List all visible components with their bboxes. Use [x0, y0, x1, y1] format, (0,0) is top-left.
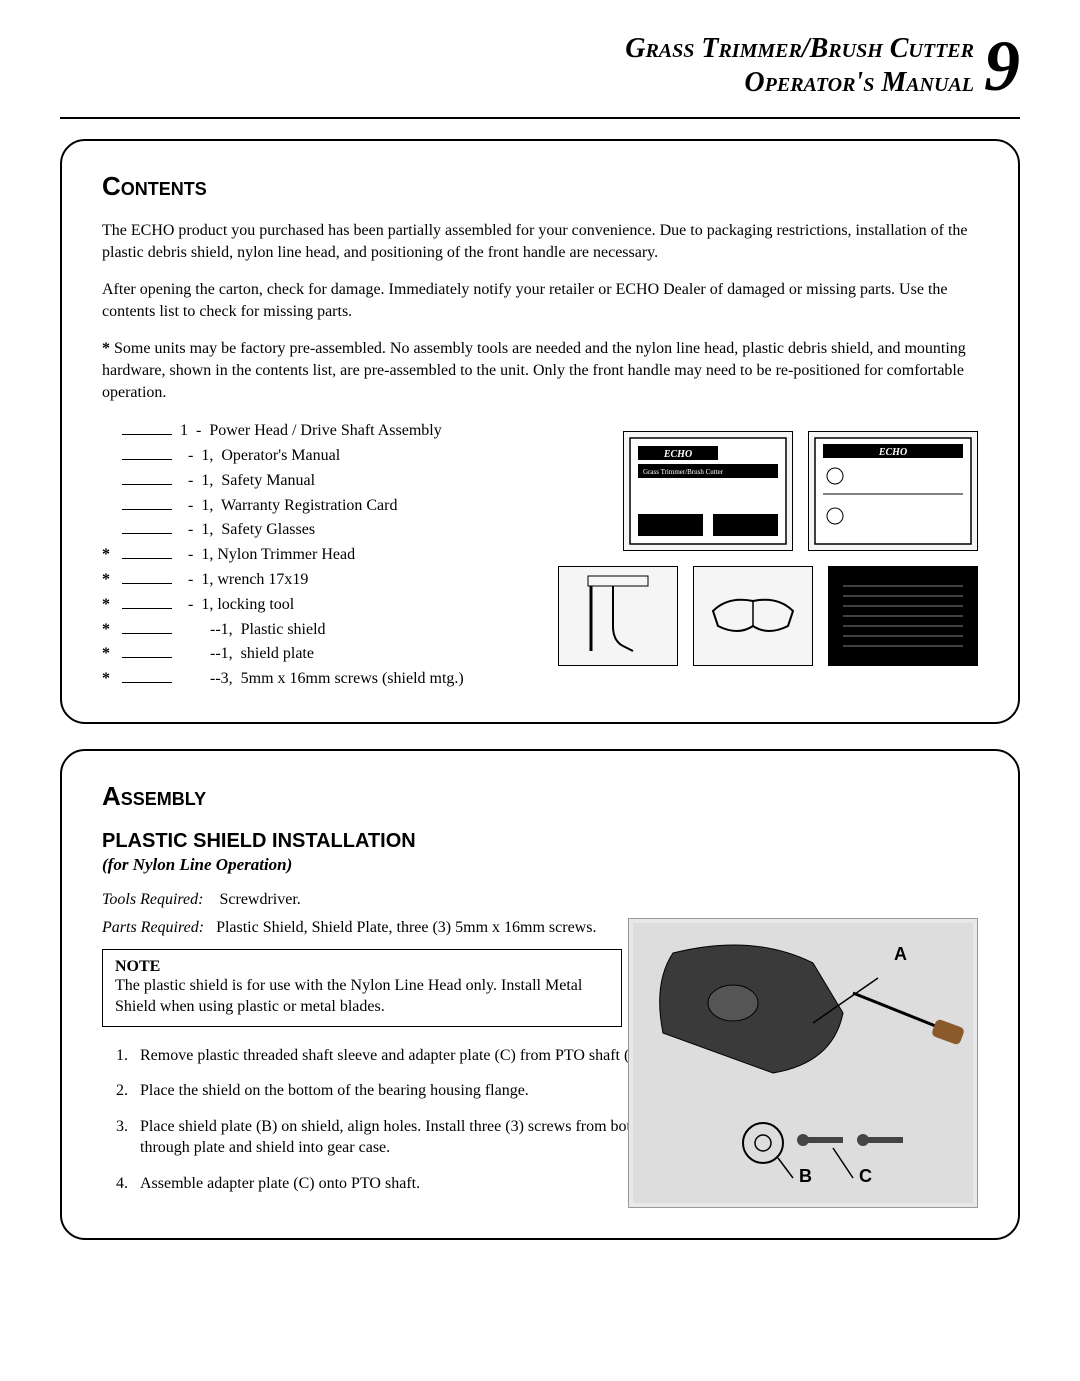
assembly-step: Place the shield on the bottom of the be…	[132, 1080, 662, 1102]
star-col: *	[102, 543, 122, 568]
tools-required-label: Tools Required:	[102, 891, 203, 908]
manual-icon: ECHO Grass Trimmer/Brush Cutter	[628, 436, 788, 546]
item-text: 1 - Power Head / Drive Shaft Assembly	[180, 419, 442, 444]
svg-text:ECHO: ECHO	[878, 447, 907, 458]
safety-manual-thumbnail: ECHO	[808, 431, 978, 551]
checkbox-blank	[122, 421, 172, 435]
assembly-step: Assemble adapter plate (C) onto PTO shaf…	[132, 1173, 662, 1195]
item-text: - 1, Operator's Manual	[180, 444, 340, 469]
star-col: *	[102, 618, 122, 643]
svg-text:ECHO: ECHO	[663, 449, 692, 460]
star-col: *	[102, 667, 122, 692]
note-label: NOTE	[115, 958, 609, 976]
figure-label-b: B	[799, 1166, 812, 1187]
star-marker: *	[102, 340, 110, 357]
contents-title: Contents	[102, 171, 978, 202]
star-col: *	[102, 642, 122, 667]
figure-label-c: C	[859, 1166, 872, 1187]
contents-intro-3-text: Some units may be factory pre-assembled.…	[102, 340, 966, 400]
note-text: The plastic shield is for use with the N…	[115, 976, 609, 1018]
item-text: --3, 5mm x 16mm screws (shield mtg.)	[180, 667, 464, 692]
warranty-card-thumbnail	[828, 566, 978, 666]
glasses-icon	[698, 571, 808, 661]
assembly-subtext: (for Nylon Line Operation)	[102, 855, 978, 875]
contents-intro-2: After opening the carton, check for dama…	[102, 279, 978, 322]
checkbox-blank	[122, 520, 172, 534]
glasses-thumbnail	[693, 566, 813, 666]
parts-required-value: Plastic Shield, Shield Plate, three (3) …	[216, 919, 596, 936]
locking-tool-thumbnail	[558, 566, 678, 666]
checkbox-blank	[122, 669, 172, 683]
card-icon	[833, 571, 973, 661]
assembly-section: Assembly PLASTIC SHIELD INSTALLATION (fo…	[60, 749, 1020, 1241]
checkbox-blank	[122, 620, 172, 634]
checkbox-blank	[122, 496, 172, 510]
checkbox-blank	[122, 595, 172, 609]
item-text: - 1, Safety Manual	[180, 469, 315, 494]
header-title-line2: Operator's Manual	[625, 66, 974, 100]
assembly-step: Place shield plate (B) on shield, align …	[132, 1116, 662, 1159]
tools-required-value: Screwdriver.	[219, 891, 300, 908]
tool-icon	[563, 571, 673, 661]
svg-text:Grass Trimmer/Brush Cutter: Grass Trimmer/Brush Cutter	[643, 468, 724, 476]
page-number: 9	[984, 30, 1020, 102]
note-box: NOTE The plastic shield is for use with …	[102, 949, 622, 1027]
star-col: *	[102, 593, 122, 618]
checkbox-blank	[122, 644, 172, 658]
checkbox-blank	[122, 570, 172, 584]
item-text: - 1, locking tool	[180, 593, 294, 618]
parts-required-label: Parts Required:	[102, 919, 204, 936]
star-col: *	[102, 568, 122, 593]
header-rule	[60, 117, 1020, 119]
parts-required-line: Parts Required: Plastic Shield, Shield P…	[102, 919, 662, 937]
contents-figures: ECHO Grass Trimmer/Brush Cutter ECHO	[528, 431, 978, 666]
assembly-steps: Remove plastic threaded shaft sleeve and…	[102, 1045, 662, 1195]
item-text: - 1, Safety Glasses	[180, 518, 315, 543]
tools-required-line: Tools Required: Screwdriver.	[102, 891, 978, 909]
figure-label-a: A	[894, 944, 907, 965]
shield-install-diagram	[633, 923, 973, 1203]
item-text: --1, shield plate	[180, 642, 314, 667]
list-item: * --3, 5mm x 16mm screws (shield mtg.)	[102, 667, 978, 692]
assembly-subtitle: PLASTIC SHIELD INSTALLATION	[102, 830, 978, 853]
item-text: - 1, Nylon Trimmer Head	[180, 543, 355, 568]
checkbox-blank	[122, 446, 172, 460]
checkbox-blank	[122, 545, 172, 559]
item-text: - 1, Warranty Registration Card	[180, 494, 397, 519]
contents-intro-1: The ECHO product you purchased has been …	[102, 220, 978, 263]
assembly-figure: A B C	[628, 918, 978, 1208]
contents-section: Contents The ECHO product you purchased …	[60, 139, 1020, 724]
checkbox-blank	[122, 471, 172, 485]
item-text: --1, Plastic shield	[180, 618, 326, 643]
assembly-title: Assembly	[102, 781, 978, 812]
safety-manual-icon: ECHO	[813, 436, 973, 546]
assembly-step: Remove plastic threaded shaft sleeve and…	[132, 1045, 662, 1067]
operators-manual-thumbnail: ECHO Grass Trimmer/Brush Cutter	[623, 431, 793, 551]
header-title-line1: Grass Trimmer/Brush Cutter	[625, 32, 974, 66]
contents-intro-3: * Some units may be factory pre-assemble…	[102, 338, 978, 403]
page-header: Grass Trimmer/Brush Cutter Operator's Ma…	[0, 0, 1080, 112]
item-text: - 1, wrench 17x19	[180, 568, 308, 593]
header-title: Grass Trimmer/Brush Cutter Operator's Ma…	[625, 32, 974, 99]
